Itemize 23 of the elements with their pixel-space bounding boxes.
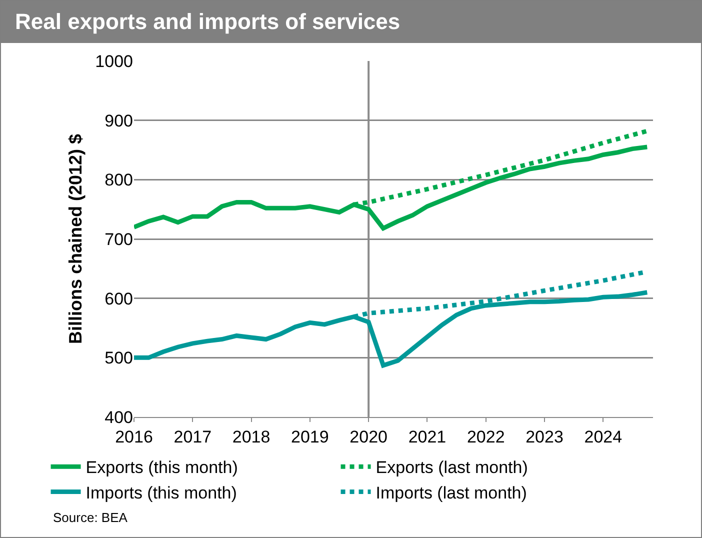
source-note: Source: BEA — [53, 510, 128, 525]
legend-label: Exports (this month) — [86, 458, 238, 478]
y-tick-label: 800 — [104, 170, 133, 190]
x-tick-label: 2019 — [291, 427, 329, 446]
x-tick-label: 2017 — [174, 427, 212, 446]
y-tick-label: 900 — [104, 111, 133, 130]
x-tick-label: 2021 — [408, 427, 446, 446]
x-tick-label: 2020 — [350, 427, 388, 446]
y-tick-label: 700 — [104, 230, 133, 249]
x-tick-label: 2018 — [232, 427, 270, 446]
x-tick-label: 2022 — [466, 427, 505, 446]
x-tick-label: 2016 — [115, 427, 153, 446]
chart-title: Real exports and imports of services — [1, 1, 701, 43]
legend-label: Exports (last month) — [376, 458, 528, 478]
y-axis-title: Billions chained (2012) $ — [65, 134, 86, 344]
legend-label: Imports (last month) — [376, 483, 527, 502]
x-tick-label: 2024 — [584, 427, 622, 446]
y-tick-label: 600 — [104, 289, 133, 308]
x-tick-label: 2023 — [526, 427, 564, 446]
y-tick-label: 1000 — [95, 52, 133, 71]
y-tick-label: 400 — [104, 408, 133, 427]
y-tick-label: 500 — [104, 348, 133, 368]
legend-label: Imports (this month) — [86, 483, 237, 502]
